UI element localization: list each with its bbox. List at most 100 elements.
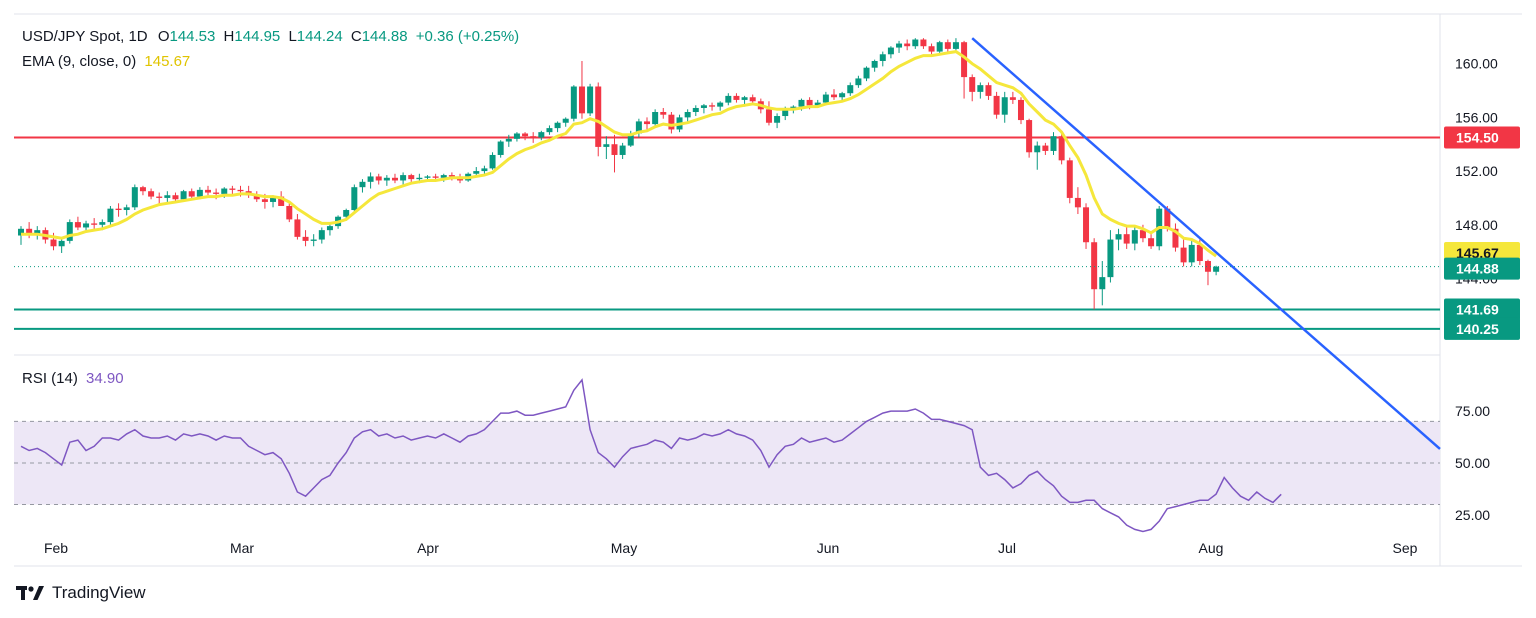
candle-body <box>920 39 927 47</box>
candle <box>774 113 781 129</box>
candle <box>961 40 968 99</box>
candle <box>229 185 236 196</box>
ema-value: 145.67 <box>144 53 190 70</box>
candle-body <box>58 240 65 247</box>
candle <box>546 125 553 135</box>
price-tick: 148.00 <box>1455 217 1498 233</box>
change-value: +0.36 (+0.25%) <box>416 28 519 45</box>
candle-body <box>286 205 293 220</box>
rsi-tick: 25.00 <box>1455 507 1490 523</box>
candle-body <box>725 95 732 103</box>
candle-body <box>595 86 602 147</box>
candle-body <box>26 228 33 235</box>
candle-body <box>952 42 959 49</box>
candle-body <box>627 133 634 146</box>
candle-body <box>50 239 57 247</box>
candle <box>912 38 919 49</box>
candle <box>611 134 618 173</box>
candle-body <box>831 94 837 98</box>
tradingview-logo-icon <box>16 586 44 600</box>
price-tag-141.69: 141.69 <box>1444 298 1520 321</box>
price-tag-140.25: 140.25 <box>1444 317 1520 340</box>
candle <box>1017 97 1024 125</box>
candle-body <box>709 105 716 107</box>
candle-body <box>213 192 220 194</box>
candle-body <box>180 191 187 200</box>
rsi-line <box>20 378 1282 533</box>
candle-body <box>513 133 520 139</box>
time-tick: May <box>611 540 637 556</box>
candle-body <box>644 121 651 125</box>
candle-body <box>522 133 529 137</box>
price-tag-bg <box>1444 126 1520 149</box>
candle <box>375 173 382 185</box>
candle-body <box>871 60 878 68</box>
candle <box>635 118 642 138</box>
downtrend-line[interactable] <box>971 37 1441 450</box>
candle-body <box>904 43 911 47</box>
candle <box>847 82 854 96</box>
rsi-label: RSI (14) <box>22 370 78 387</box>
candle <box>936 40 943 53</box>
candle <box>310 234 317 247</box>
open-value: 144.53 <box>169 28 215 45</box>
candle <box>245 185 252 198</box>
candle <box>26 222 33 239</box>
candle-body <box>1058 136 1065 161</box>
candle-body <box>587 86 594 114</box>
ema-legend[interactable]: EMA (9, close, 0) 145.67 <box>22 53 190 70</box>
price-tag-bg <box>1444 298 1520 321</box>
candle <box>1099 261 1106 306</box>
candle-body <box>652 112 659 125</box>
rsi-legend[interactable]: RSI (14) 34.90 <box>22 370 124 387</box>
ema-label: EMA (9, close, 0) <box>22 53 136 70</box>
candle <box>554 121 561 133</box>
candle <box>562 117 569 127</box>
candle <box>123 204 130 216</box>
candle <box>489 152 496 170</box>
candle <box>107 205 114 225</box>
candle-body <box>684 112 691 118</box>
candle <box>871 59 878 72</box>
candle <box>1172 223 1179 252</box>
candle-body <box>432 176 439 178</box>
candle-body <box>896 43 903 48</box>
candle-body <box>302 236 309 241</box>
candle-body <box>270 196 277 202</box>
candle <box>887 46 894 59</box>
candle-body <box>1107 239 1114 278</box>
candle <box>513 132 520 142</box>
candle <box>538 130 545 141</box>
candle <box>180 189 187 201</box>
candle-body <box>375 176 382 181</box>
candle-body <box>782 109 789 117</box>
candle-body <box>139 187 146 192</box>
legend-row[interactable]: USD/JPY Spot, 1D O144.53 H144.95 L144.24… <box>22 28 519 45</box>
time-tick: Apr <box>417 540 439 556</box>
candle-body <box>278 196 285 206</box>
candle-body <box>489 154 496 169</box>
candle <box>204 185 211 196</box>
candle <box>603 136 610 159</box>
candle-body <box>83 223 90 228</box>
candle <box>733 93 740 103</box>
candle <box>302 230 309 247</box>
candle <box>1091 238 1098 310</box>
candle-body <box>204 189 211 193</box>
candle <box>839 91 846 102</box>
candle-body <box>481 168 488 172</box>
tradingview-watermark[interactable]: TradingView <box>16 582 146 604</box>
low-value: 144.24 <box>297 28 343 45</box>
candle-body <box>774 116 781 123</box>
candle-body <box>839 93 846 98</box>
candle <box>139 185 146 196</box>
candle <box>58 238 65 253</box>
candle-body <box>505 138 512 142</box>
candle-body <box>318 230 325 240</box>
candle-body <box>473 171 480 174</box>
candle-body <box>74 222 81 228</box>
candle-body <box>749 97 756 102</box>
candle-body <box>440 175 447 178</box>
